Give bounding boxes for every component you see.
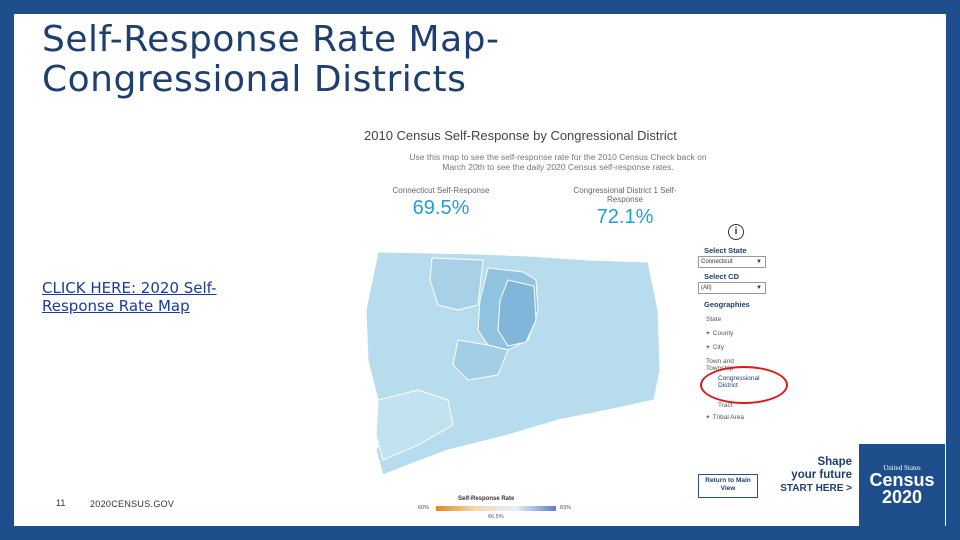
plus-icon: +: [706, 330, 710, 337]
state-stat-value: 69.5%: [412, 197, 470, 219]
census-logo-word: Census: [869, 470, 935, 490]
chevron-down-icon: ▼: [756, 259, 762, 265]
legend-min: 60%: [418, 505, 430, 511]
district-inner[interactable]: [497, 279, 537, 347]
district-3[interactable]: [452, 339, 509, 381]
map-subtitle: Use this map to see the self-response ra…: [409, 152, 707, 172]
connecticut-district-map[interactable]: [358, 250, 678, 480]
district-stat: Congressional District 1 Self-Response 7…: [560, 186, 690, 229]
legend-title: Self-Response Rate: [458, 496, 515, 502]
slide: Self-Response Rate Map- Congressional Di…: [14, 14, 946, 526]
shape-line-1: Shape: [817, 456, 852, 468]
cd-select[interactable]: (All) ▼: [698, 282, 766, 294]
census-logo-us: United States: [883, 464, 921, 472]
geo-item-tract[interactable]: Tract: [718, 402, 733, 409]
select-state-label: Select State: [704, 246, 747, 255]
state-select[interactable]: Connecticut ▼: [698, 256, 766, 268]
cd-select-value: (All): [701, 285, 712, 291]
geo-item-label: State: [706, 316, 722, 323]
geo-item-tribal-area[interactable]: + Tribal Area: [706, 414, 744, 421]
slide-title: Self-Response Rate Map- Congressional Di…: [42, 20, 602, 100]
geo-item-label: Tract: [718, 402, 733, 409]
geo-item-label: City: [712, 344, 724, 351]
title-line-1: Self-Response Rate Map-: [42, 19, 500, 60]
district-stat-label: Congressional District 1 Self-Response: [573, 186, 677, 204]
district-4[interactable]: [375, 389, 454, 461]
legend-mid: 66.5%: [488, 514, 504, 520]
geo-item-county[interactable]: + County: [706, 330, 733, 337]
census-logo-year: 2020: [881, 487, 923, 507]
info-icon[interactable]: i: [728, 224, 744, 240]
geo-item-state[interactable]: State: [706, 316, 721, 323]
highlight-oval: [700, 366, 788, 404]
shape-your-future-link[interactable]: Shape your future START HERE >: [772, 456, 852, 495]
legend-gradient-bar: [436, 506, 556, 511]
shape-line-2: your future: [791, 469, 852, 481]
select-cd-label: Select CD: [704, 272, 740, 281]
plus-icon: +: [706, 344, 710, 351]
chevron-down-icon: ▼: [756, 285, 762, 291]
district-5[interactable]: [429, 257, 484, 311]
return-to-main-view-button[interactable]: Return to Main View: [698, 474, 758, 498]
title-line-2: Congressional Districts: [42, 59, 467, 100]
geo-item-city[interactable]: + City: [706, 344, 724, 351]
plus-icon: +: [706, 414, 710, 421]
census-2020-logo: United States Census 2020: [859, 444, 945, 526]
state-stat: Connecticut Self-Response 69.5%: [376, 186, 506, 220]
geo-item-label: County: [712, 330, 734, 337]
state-stat-label: Connecticut Self-Response: [392, 186, 490, 195]
map-screenshot: 2010 Census Self-Response by Congression…: [338, 124, 788, 524]
self-response-map-link[interactable]: CLICK HERE: 2020 Self-Response Rate Map: [42, 279, 217, 315]
geographies-label: Geographies: [704, 300, 750, 309]
state-select-value: Connecticut: [701, 259, 733, 265]
footer-url: 2020CENSUS.GOV: [90, 499, 175, 509]
district-stat-value: 72.1%: [596, 206, 654, 228]
map-title: 2010 Census Self-Response by Congression…: [364, 128, 677, 143]
legend: Self-Response Rate 60% 83% 66.5%: [418, 496, 578, 524]
legend-max: 83%: [560, 505, 572, 511]
slide-number: 11: [56, 498, 66, 508]
geo-item-label: Tribal Area: [712, 414, 744, 421]
start-here: START HERE >: [780, 483, 852, 494]
